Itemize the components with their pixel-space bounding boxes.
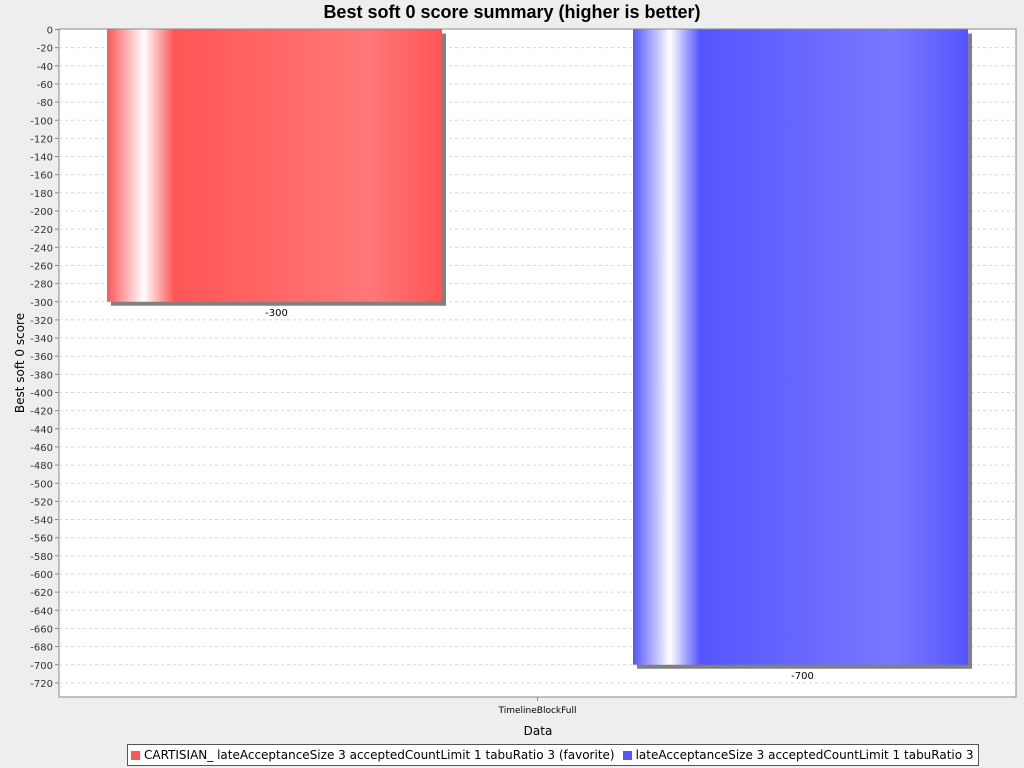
y-tick-label: -440 — [30, 425, 53, 436]
legend-swatch-blue — [622, 750, 632, 760]
y-tick-label: -500 — [30, 479, 53, 490]
x-axis-label: Data — [524, 724, 553, 738]
y-tick-label: -420 — [30, 407, 53, 418]
y-tick-label: -80 — [37, 98, 53, 109]
y-tick-label: -160 — [30, 171, 53, 182]
y-tick-label: -360 — [30, 352, 53, 363]
y-tick-label: -260 — [30, 261, 53, 272]
bar-other — [633, 29, 968, 665]
bar-favorite — [107, 29, 442, 302]
legend: CARTISIAN_ lateAcceptanceSize 3 accepted… — [127, 744, 979, 766]
y-tick-label: -700 — [30, 661, 53, 672]
y-tick-label: -540 — [30, 516, 53, 527]
y-tick-label: -660 — [30, 624, 53, 635]
legend-label-favorite: CARTISIAN_ lateAcceptanceSize 3 accepted… — [144, 748, 615, 762]
chart-title: Best soft 0 score summary (higher is bet… — [323, 2, 701, 22]
y-tick-label: -220 — [30, 225, 53, 236]
y-tick-label: -720 — [30, 679, 53, 690]
y-tick-label: -100 — [30, 116, 53, 127]
legend-label-other: lateAcceptanceSize 3 acceptedCountLimit … — [635, 748, 974, 762]
y-tick-label: -380 — [30, 370, 53, 381]
y-tick-label: -460 — [30, 443, 53, 454]
legend-item-favorite: CARTISIAN_ lateAcceptanceSize 3 accepted… — [131, 748, 615, 762]
y-tick-label: 0 — [47, 26, 53, 37]
y-tick-label: -120 — [30, 134, 53, 145]
y-tick-label: -640 — [30, 606, 53, 617]
y-axis-label: Best soft 0 score — [13, 313, 27, 413]
legend-swatch-red — [131, 750, 140, 760]
y-tick-label: -200 — [30, 207, 53, 218]
y-tick-label: -20 — [37, 44, 53, 55]
y-tick-label: -620 — [30, 588, 53, 599]
y-tick-label: -580 — [30, 552, 53, 563]
y-tick-label: -60 — [37, 80, 53, 91]
y-tick-label: -40 — [37, 62, 53, 73]
y-tick-label: -600 — [30, 570, 53, 581]
y-tick-label: -340 — [30, 334, 53, 345]
legend-item-other: lateAcceptanceSize 3 acceptedCountLimit … — [622, 748, 974, 762]
y-tick-label: -480 — [30, 461, 53, 472]
y-tick-label: -300 — [30, 298, 53, 309]
bar-value-label: -300 — [265, 308, 288, 319]
y-tick-label: -520 — [30, 497, 53, 508]
x-tick-label: TimelineBlockFull — [498, 706, 577, 716]
y-tick-label: -280 — [30, 280, 53, 291]
y-tick-label: -680 — [30, 643, 53, 654]
y-tick-label: -560 — [30, 534, 53, 545]
y-tick-label: -320 — [30, 316, 53, 327]
y-tick-label: -180 — [30, 189, 53, 200]
y-tick-label: -240 — [30, 243, 53, 254]
bar-value-label: -700 — [791, 671, 814, 682]
y-tick-label: -140 — [30, 153, 53, 164]
y-tick-label: -400 — [30, 389, 53, 400]
